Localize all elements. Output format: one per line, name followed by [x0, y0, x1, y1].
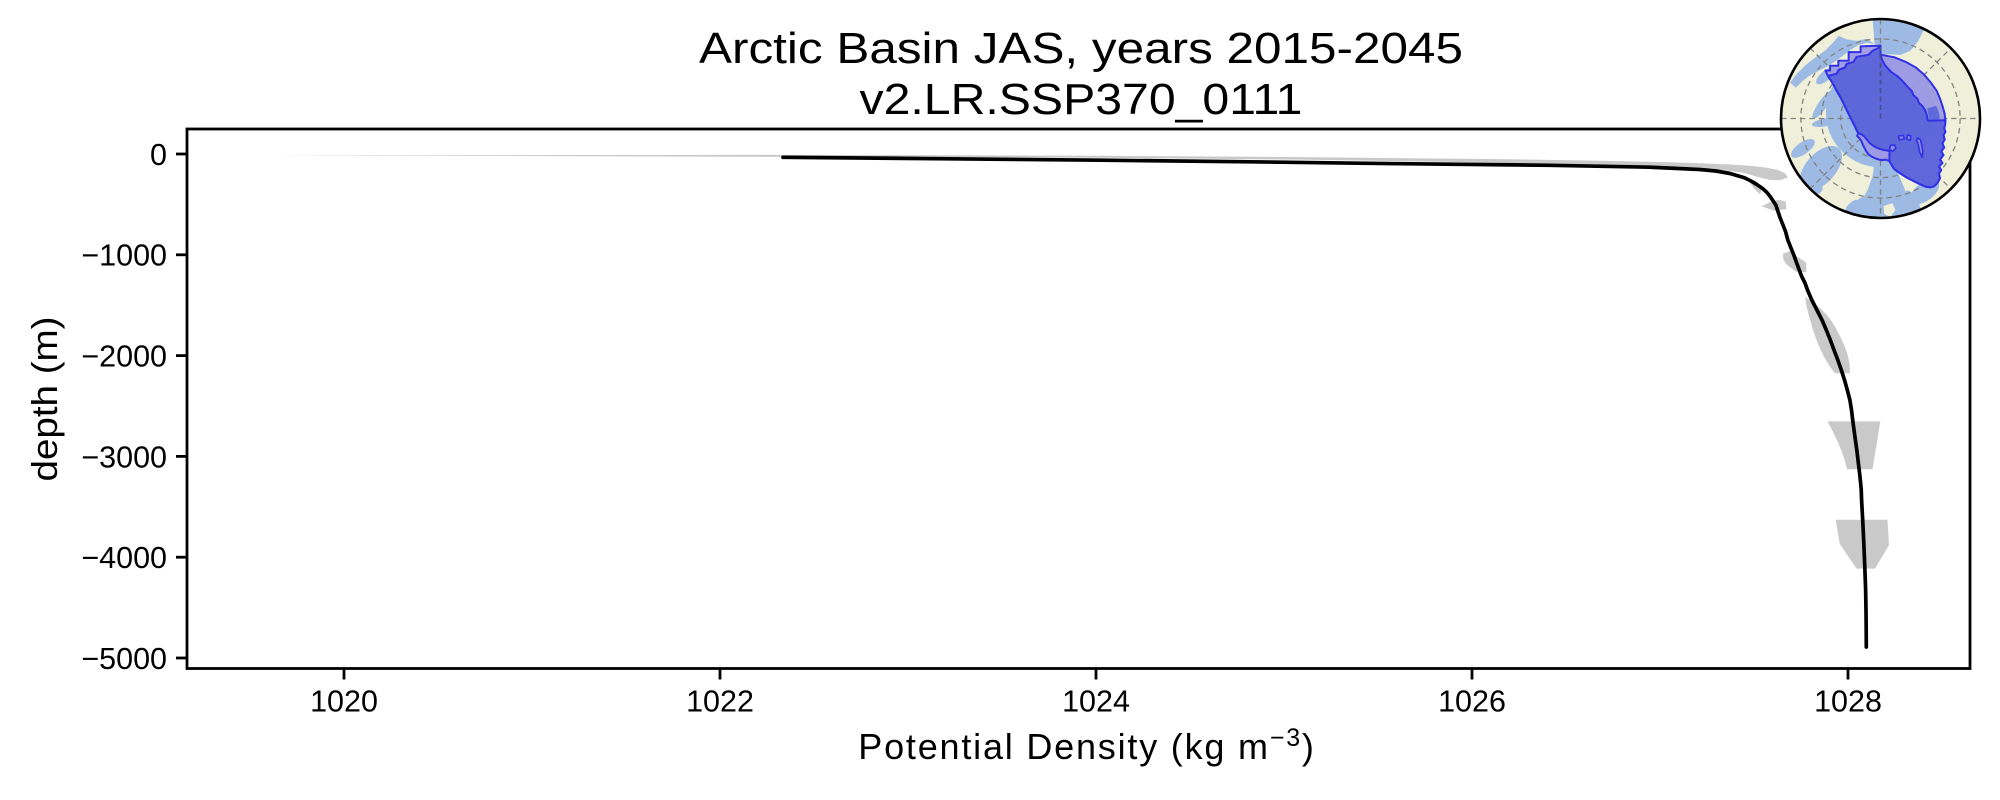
- svg-text:1020: 1020: [310, 685, 378, 719]
- svg-text:Potential Density (kg m−3): Potential Density (kg m−3): [858, 724, 1315, 767]
- svg-text:1026: 1026: [1438, 685, 1506, 719]
- svg-text:−1000: −1000: [81, 239, 167, 273]
- svg-text:depth (m): depth (m): [24, 317, 65, 482]
- svg-text:Arctic Basin JAS, years 2015-2: Arctic Basin JAS, years 2015-2045: [699, 24, 1463, 73]
- svg-text:1022: 1022: [686, 685, 754, 719]
- svg-text:v2.LR.SSP370_0111: v2.LR.SSP370_0111: [860, 75, 1303, 124]
- svg-text:−4000: −4000: [81, 541, 167, 575]
- svg-text:1028: 1028: [1814, 685, 1882, 719]
- svg-text:−2000: −2000: [81, 340, 167, 374]
- svg-text:0: 0: [150, 138, 167, 172]
- svg-text:−3000: −3000: [81, 440, 167, 474]
- svg-text:−5000: −5000: [81, 642, 167, 676]
- svg-text:1024: 1024: [1062, 685, 1130, 719]
